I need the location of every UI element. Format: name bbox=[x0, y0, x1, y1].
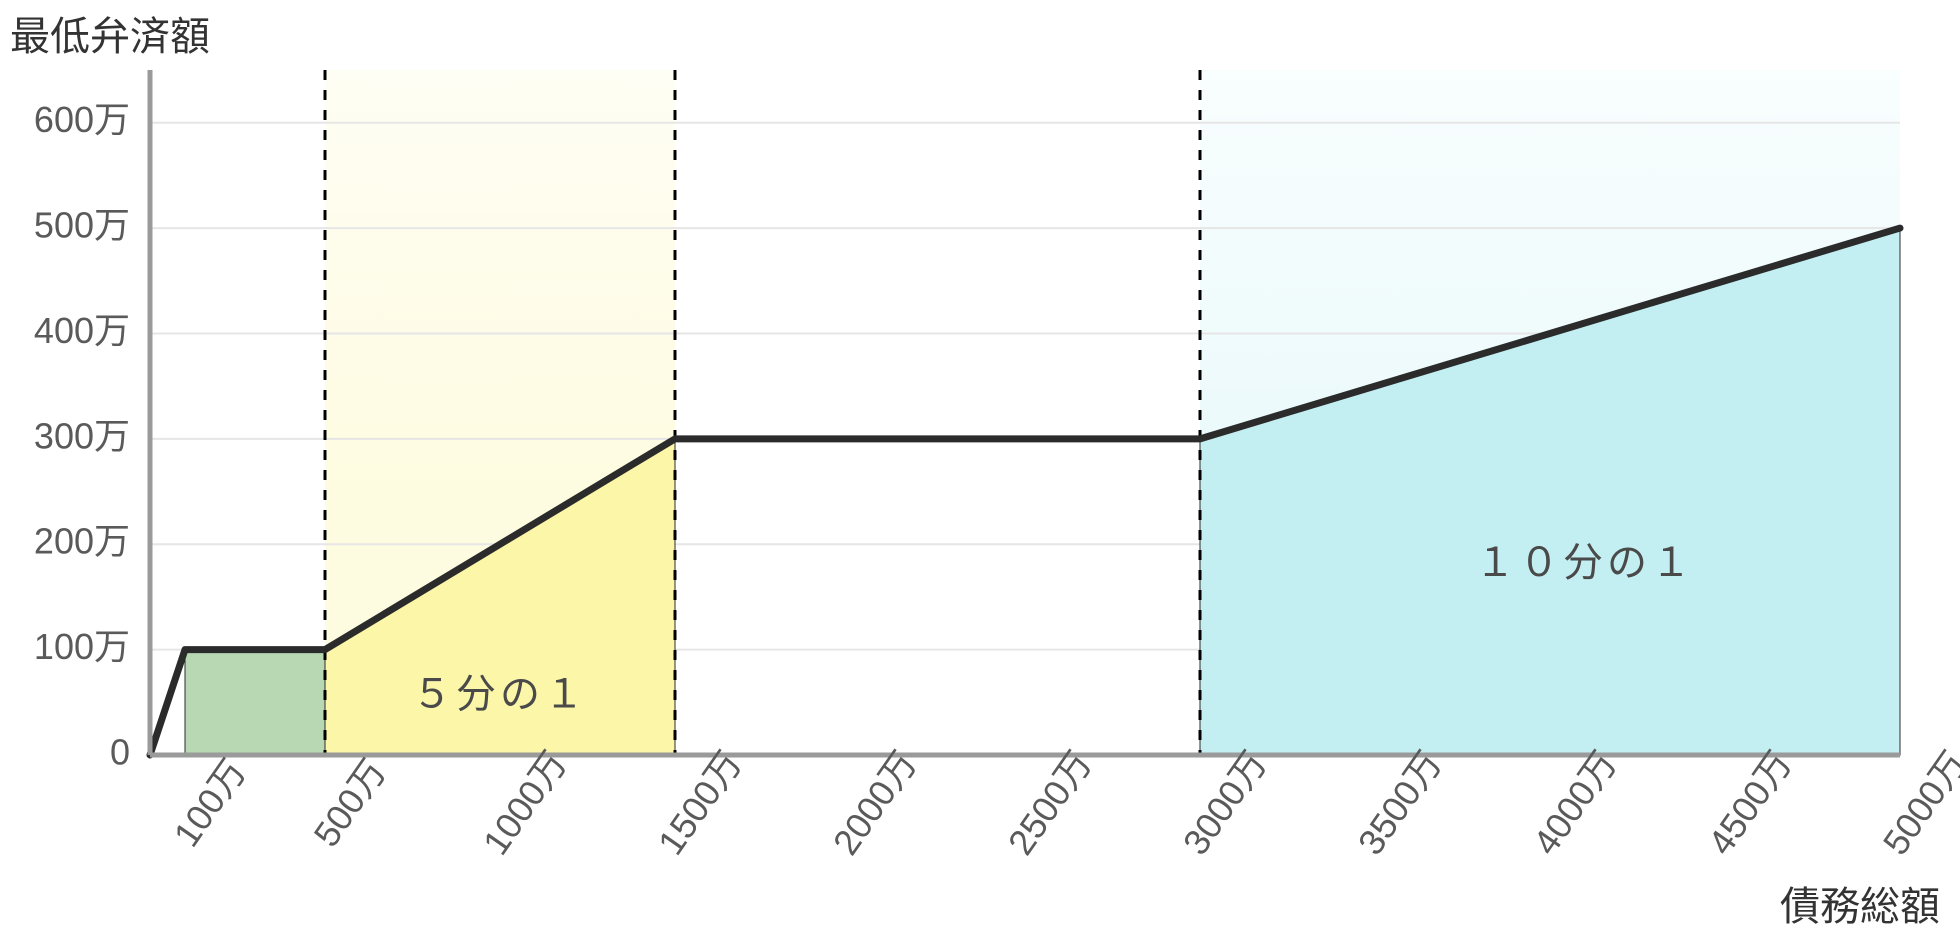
x-axis-title: 債務総額 bbox=[1780, 885, 1940, 929]
y-axis-title: 最低弁済額 bbox=[10, 15, 210, 59]
chart-svg: 0 100万 200万 300万 400万 500万 600万 100万 500万 1000万 15… bbox=[0, 0, 1960, 934]
y-tick-label: 200万 bbox=[34, 521, 130, 562]
x-tick-label: 1500万 bbox=[650, 744, 750, 863]
x-tick-label: 4500万 bbox=[1700, 744, 1800, 863]
cyan-region-label: １０分の１ bbox=[1475, 541, 1695, 585]
y-tick-label: 500万 bbox=[34, 205, 130, 246]
y-tick-label: 300万 bbox=[34, 415, 130, 456]
x-tick-label: 3000万 bbox=[1175, 744, 1275, 863]
x-tick-label: 500万 bbox=[305, 752, 394, 854]
x-tick-label: 2000万 bbox=[825, 744, 925, 863]
x-tick-label: 100万 bbox=[165, 752, 254, 854]
y-tick-label: 0 bbox=[110, 732, 130, 773]
y-tick-label: 400万 bbox=[34, 310, 130, 351]
x-tick-label: 1000万 bbox=[475, 744, 575, 863]
x-tick-label: 4000万 bbox=[1525, 744, 1625, 863]
chart-container: 0 100万 200万 300万 400万 500万 600万 100万 500万 1000万 15… bbox=[0, 0, 1960, 934]
y-tick-label: 600万 bbox=[34, 99, 130, 140]
x-tick-label: 2500万 bbox=[1000, 744, 1100, 863]
x-tick-label: 5000万 bbox=[1875, 744, 1960, 863]
y-tick-label: 100万 bbox=[34, 626, 130, 667]
yellow-region-label: ５分の１ bbox=[412, 673, 588, 717]
x-tick-label: 3500万 bbox=[1350, 744, 1450, 863]
green-region bbox=[185, 650, 325, 755]
